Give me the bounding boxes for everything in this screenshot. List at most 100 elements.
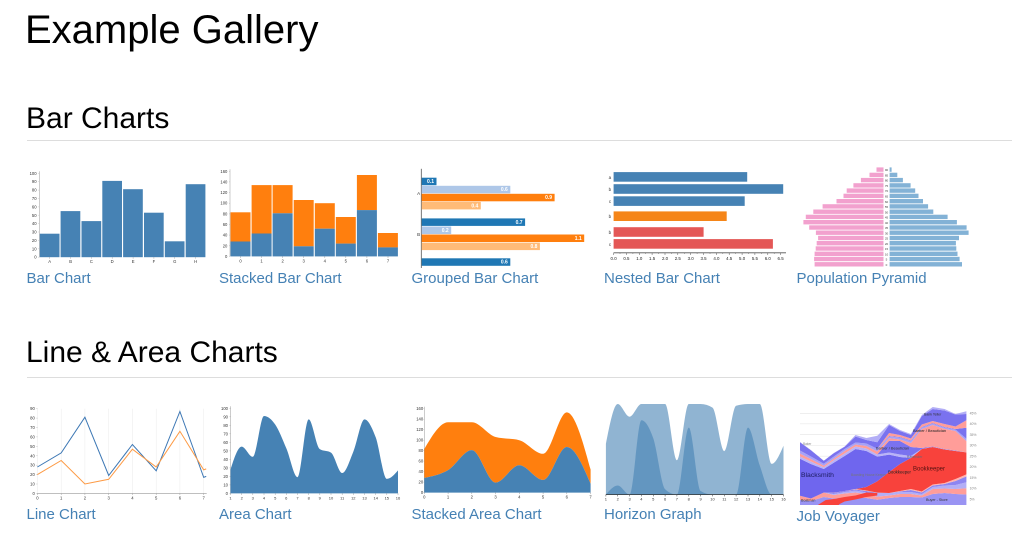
svg-text:6: 6: [366, 258, 369, 263]
svg-text:9: 9: [319, 495, 322, 500]
svg-text:3: 3: [494, 495, 497, 500]
svg-text:A: A: [417, 191, 420, 196]
svg-text:6.5: 6.5: [778, 256, 785, 261]
svg-text:45%: 45%: [969, 412, 976, 416]
svg-text:0: 0: [226, 491, 229, 496]
svg-text:90: 90: [30, 406, 35, 411]
svg-text:25%: 25%: [969, 454, 976, 458]
svg-text:13: 13: [746, 497, 751, 502]
svg-text:0.4: 0.4: [471, 203, 478, 209]
svg-text:15%: 15%: [969, 476, 976, 480]
svg-text:60: 60: [223, 440, 228, 445]
svg-text:10: 10: [223, 482, 228, 487]
svg-text:3: 3: [303, 258, 306, 263]
svg-text:1: 1: [260, 258, 263, 263]
svg-text:2.0: 2.0: [662, 256, 669, 261]
svg-text:10: 10: [710, 497, 715, 502]
svg-text:7: 7: [202, 495, 205, 500]
svg-text:3: 3: [252, 495, 255, 500]
svg-text:0: 0: [34, 255, 37, 260]
svg-text:a: a: [609, 175, 612, 180]
svg-text:7: 7: [387, 258, 390, 263]
svg-text:10%: 10%: [969, 487, 976, 491]
svg-text:10: 10: [329, 495, 334, 500]
svg-text:50: 50: [31, 213, 36, 218]
svg-text:4.0: 4.0: [713, 256, 720, 261]
svg-text:9: 9: [699, 497, 702, 502]
svg-text:30: 30: [223, 465, 228, 470]
svg-text:90: 90: [884, 168, 888, 172]
svg-text:8: 8: [688, 497, 691, 502]
svg-text:160: 160: [220, 169, 228, 174]
svg-text:40: 40: [30, 453, 35, 458]
svg-text:b: b: [609, 187, 612, 192]
svg-text:50: 50: [30, 444, 35, 449]
svg-text:4: 4: [263, 495, 266, 500]
svg-text:160: 160: [416, 406, 424, 411]
svg-text:c: c: [609, 242, 612, 247]
svg-text:Boarding House Keeper: Boarding House Keeper: [851, 473, 887, 477]
svg-text:5: 5: [274, 495, 277, 500]
svg-text:80: 80: [30, 416, 35, 421]
svg-text:1: 1: [60, 495, 63, 500]
svg-text:140: 140: [220, 179, 228, 184]
svg-text:3: 3: [628, 497, 631, 502]
svg-text:6: 6: [178, 495, 181, 500]
svg-text:6: 6: [565, 495, 568, 500]
svg-text:4: 4: [518, 495, 521, 500]
svg-text:0.6: 0.6: [500, 260, 507, 266]
svg-text:5: 5: [541, 495, 544, 500]
svg-text:16: 16: [781, 497, 786, 502]
svg-text:12: 12: [351, 495, 356, 500]
svg-text:0.1: 0.1: [427, 179, 434, 185]
svg-text:85: 85: [884, 174, 888, 178]
svg-text:7: 7: [589, 495, 592, 500]
svg-text:100: 100: [220, 201, 228, 206]
svg-text:80: 80: [223, 423, 228, 428]
svg-text:80: 80: [418, 448, 423, 453]
svg-text:40: 40: [223, 457, 228, 462]
svg-text:70: 70: [31, 196, 36, 201]
svg-text:0.6: 0.6: [500, 187, 507, 193]
svg-text:2: 2: [241, 495, 244, 500]
svg-text:0.7: 0.7: [515, 220, 522, 226]
svg-text:Bartender: Bartender: [907, 455, 923, 459]
svg-text:120: 120: [416, 427, 424, 432]
svg-text:50: 50: [884, 210, 888, 214]
svg-text:0: 0: [32, 491, 35, 496]
svg-text:0: 0: [239, 258, 242, 263]
svg-text:0: 0: [225, 254, 228, 259]
svg-text:1.5: 1.5: [649, 256, 656, 261]
svg-text:5: 5: [885, 258, 887, 262]
svg-text:90: 90: [223, 414, 228, 419]
svg-text:80: 80: [31, 188, 36, 193]
svg-text:30: 30: [30, 463, 35, 468]
svg-text:1.1: 1.1: [574, 236, 581, 242]
svg-text:3.5: 3.5: [700, 256, 707, 261]
svg-text:5: 5: [345, 258, 348, 263]
svg-text:60: 60: [223, 222, 228, 227]
svg-text:14: 14: [758, 497, 763, 502]
svg-text:120: 120: [220, 190, 228, 195]
svg-text:E: E: [131, 259, 134, 264]
svg-text:11: 11: [340, 495, 345, 500]
svg-text:45: 45: [884, 216, 888, 220]
svg-text:2: 2: [83, 495, 86, 500]
svg-text:20: 20: [223, 243, 228, 248]
svg-text:8: 8: [308, 495, 311, 500]
svg-text:70: 70: [223, 431, 228, 436]
svg-text:5.0: 5.0: [739, 256, 746, 261]
svg-text:30: 30: [884, 231, 888, 235]
svg-text:6: 6: [664, 497, 667, 502]
svg-text:90: 90: [31, 179, 36, 184]
svg-text:1: 1: [229, 495, 232, 500]
svg-text:1: 1: [605, 497, 608, 502]
svg-text:Baker: Baker: [803, 442, 812, 446]
svg-text:10: 10: [884, 252, 888, 256]
svg-text:80: 80: [884, 179, 888, 183]
svg-text:100: 100: [416, 438, 424, 443]
svg-text:0.9: 0.9: [545, 195, 552, 201]
svg-text:7: 7: [676, 497, 679, 502]
svg-text:4: 4: [131, 495, 134, 500]
svg-text:65: 65: [884, 195, 888, 199]
